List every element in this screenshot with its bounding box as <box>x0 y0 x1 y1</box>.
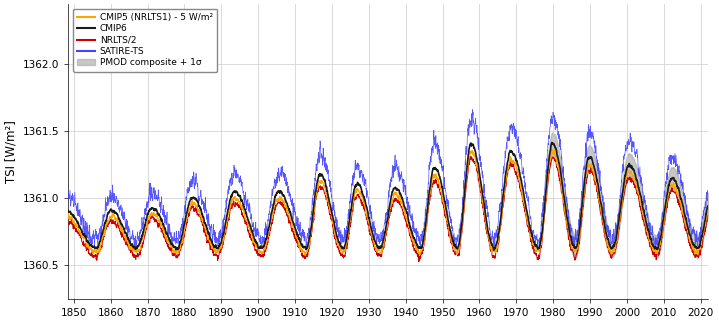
Legend: CMIP5 (NRLTS1) - 5 W/m², CMIP6, NRLTS/2, SATIRE-TS, PMOD composite + 1σ: CMIP5 (NRLTS1) - 5 W/m², CMIP6, NRLTS/2,… <box>73 9 217 72</box>
Y-axis label: TSI [W/m²]: TSI [W/m²] <box>4 120 17 183</box>
